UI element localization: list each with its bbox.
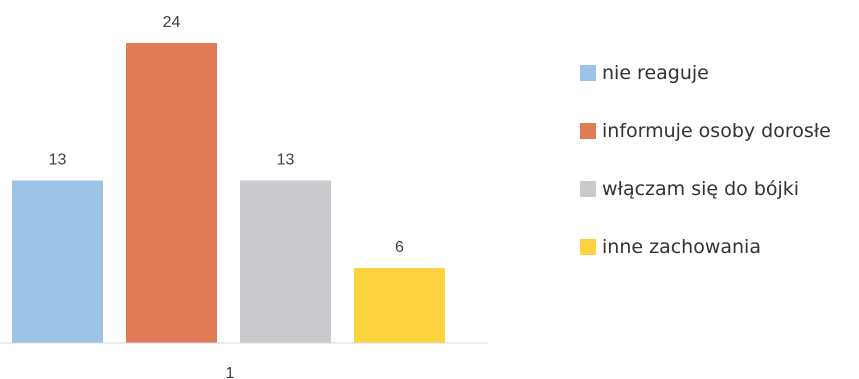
legend-swatch-informuje-osoby-dorosle <box>580 123 596 139</box>
legend-swatch-inne-zachowania <box>580 239 596 255</box>
legend-item-inne-zachowania: inne zachowania <box>580 234 831 260</box>
bar-informuje-osoby-dorosle <box>126 43 217 343</box>
legend-label-inne-zachowania: inne zachowania <box>602 236 761 258</box>
bar-wlaczam-sie-do-bojki <box>240 180 331 343</box>
data-label-informuje-osoby-dorosle: 24 <box>163 14 181 31</box>
legend-swatch-nie-reaguje <box>580 65 596 81</box>
bar-inne-zachowania <box>354 268 445 343</box>
bar-nie-reaguje <box>12 180 103 343</box>
legend-item-nie-reaguje: nie reaguje <box>580 60 831 86</box>
legend-label-nie-reaguje: nie reaguje <box>602 62 709 84</box>
legend-label-wlaczam-sie-do-bojki: włączam się do bójki <box>602 178 800 200</box>
legend: nie reaguje informuje osoby dorosłe włąc… <box>580 60 831 260</box>
data-label-wlaczam-sie-do-bojki: 13 <box>277 152 295 169</box>
x-tick-label: 1 <box>226 365 235 379</box>
data-label-inne-zachowania: 6 <box>395 239 404 256</box>
legend-label-informuje-osoby-dorosle: informuje osoby dorosłe <box>602 120 831 142</box>
legend-item-informuje-osoby-dorosle: informuje osoby dorosłe <box>580 118 831 144</box>
data-labels-group: 13 24 13 6 <box>49 14 404 256</box>
legend-swatch-wlaczam-sie-do-bojki <box>580 181 596 197</box>
bars-group <box>12 43 445 343</box>
legend-item-wlaczam-sie-do-bojki: włączam się do bójki <box>580 176 831 202</box>
data-label-nie-reaguje: 13 <box>49 152 67 169</box>
